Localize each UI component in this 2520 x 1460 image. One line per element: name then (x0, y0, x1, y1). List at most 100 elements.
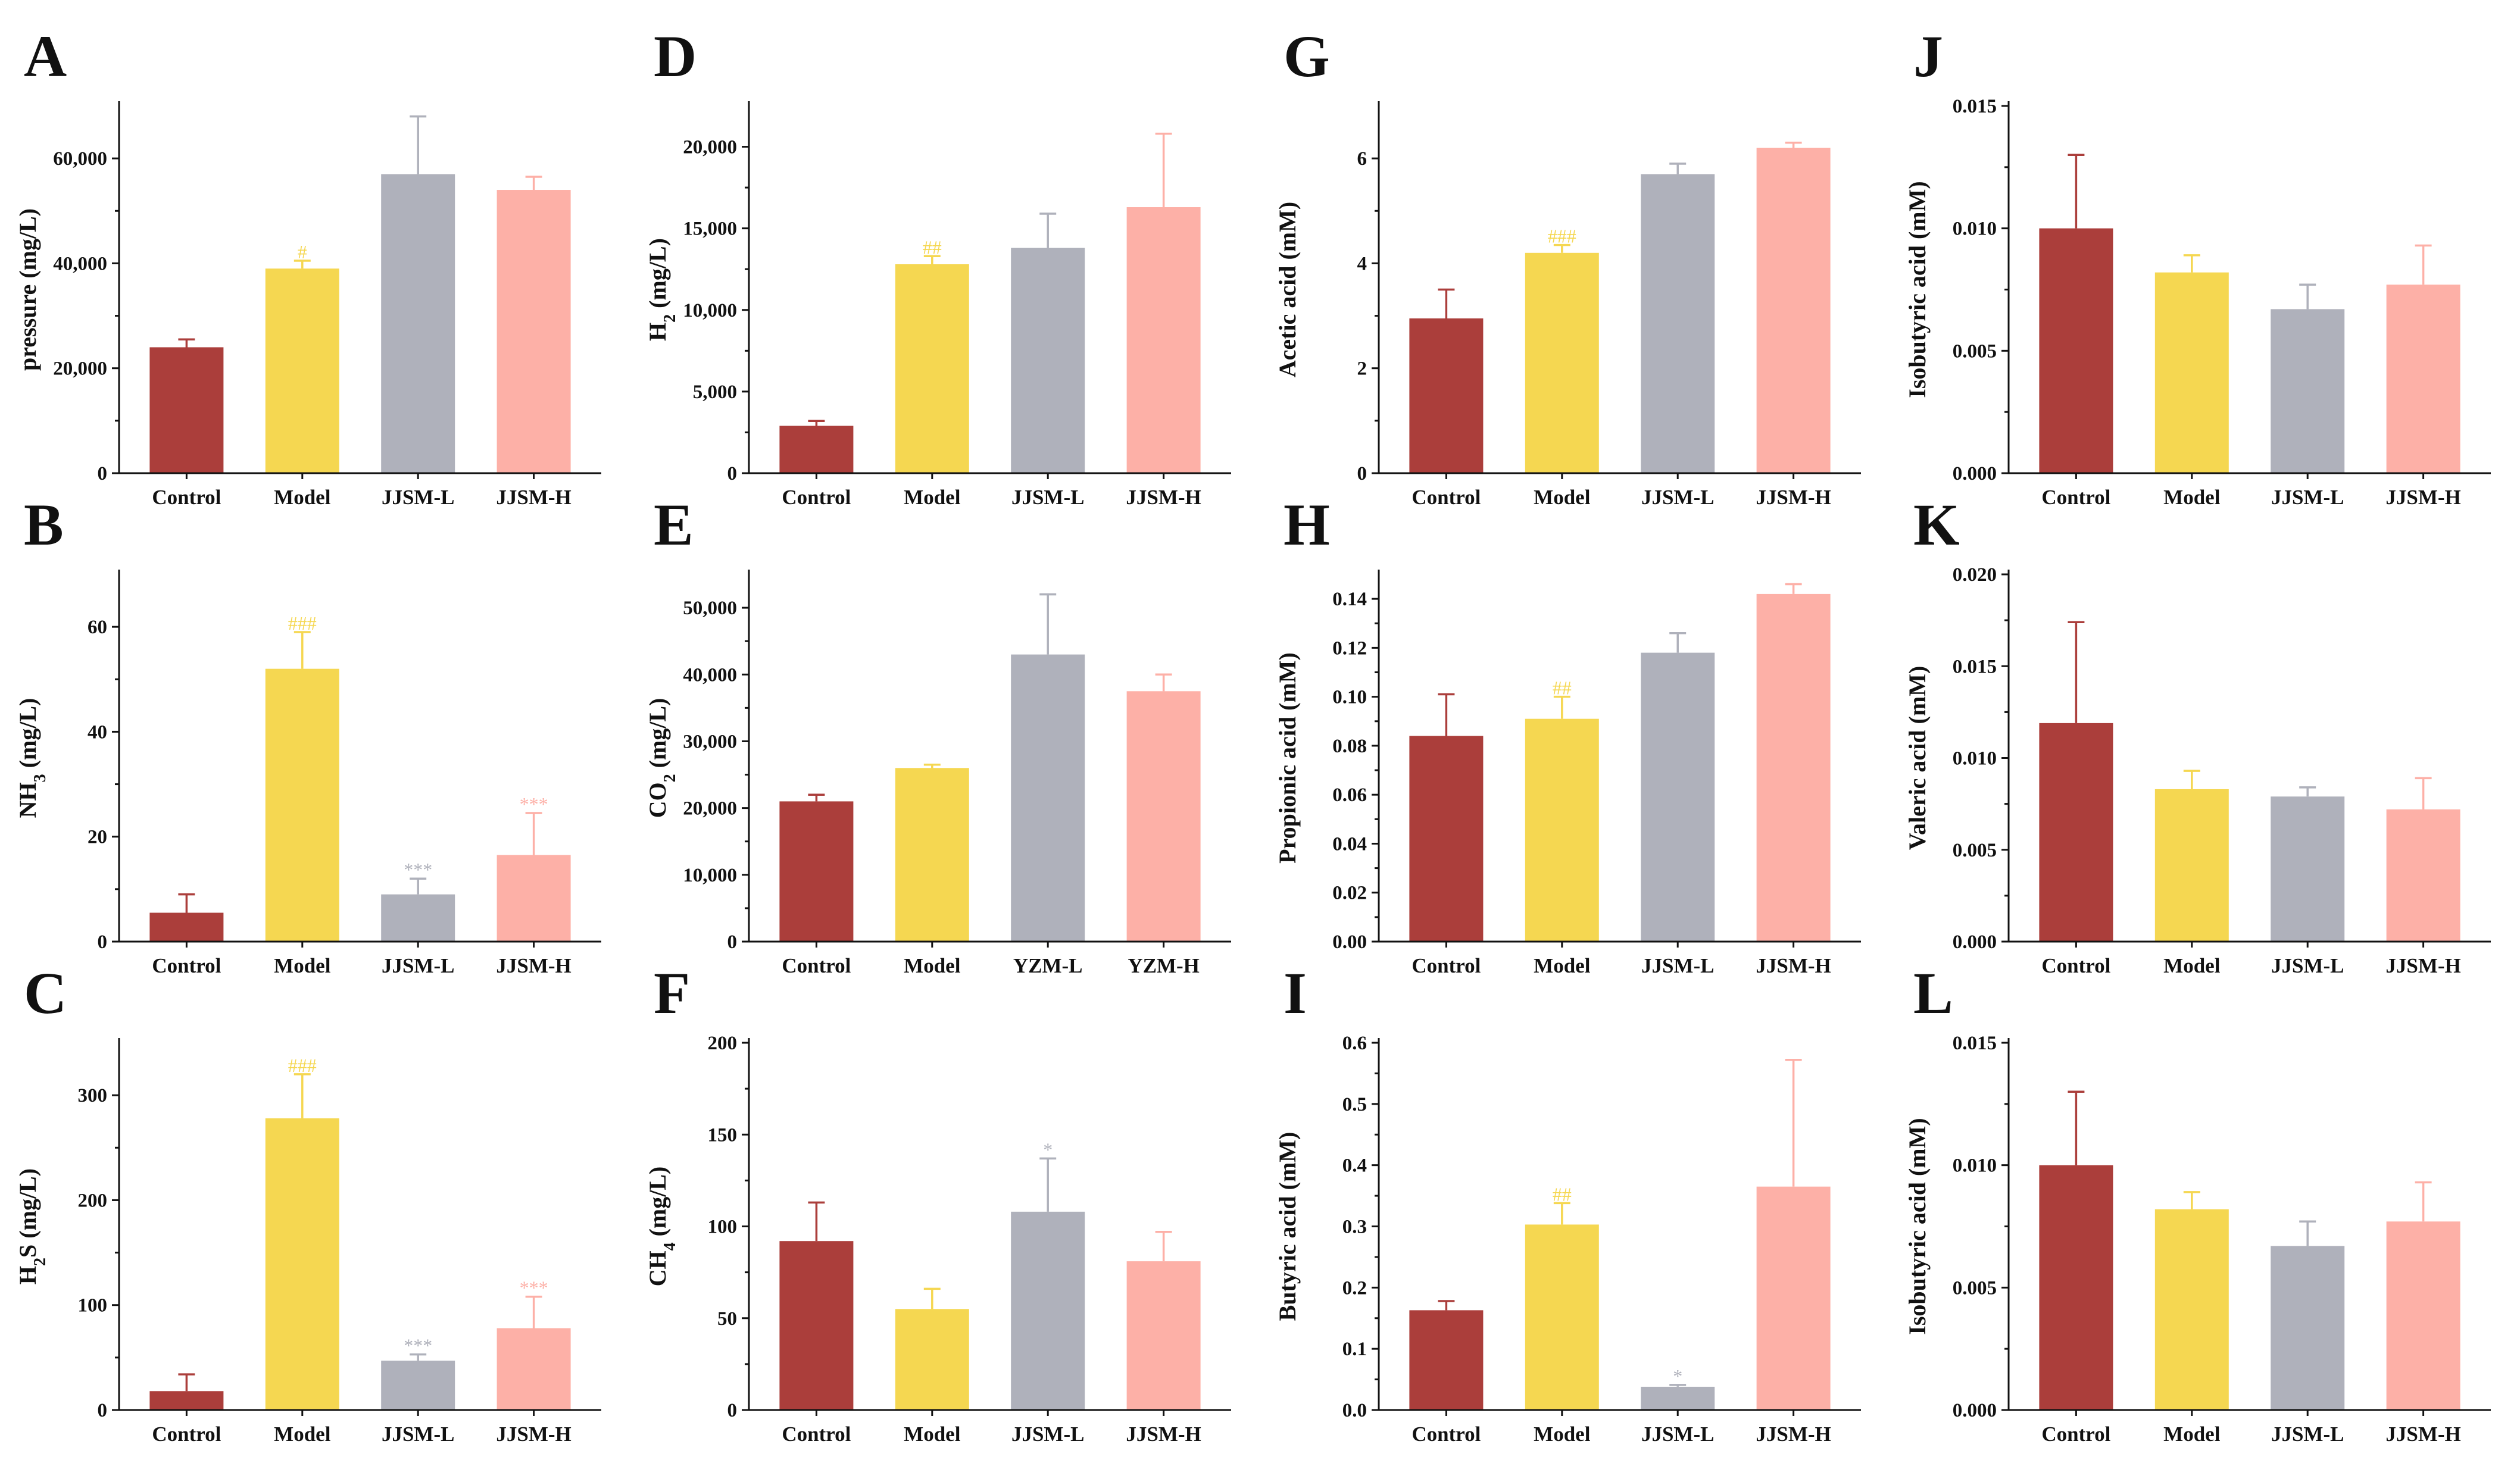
category-label-b-model: Model (274, 954, 331, 977)
y-axis-title-c: H2S (mg/L) (14, 1168, 49, 1284)
y-tick-label-d-2: 10,000 (683, 300, 737, 321)
panel-letter-i: I (1284, 960, 1307, 1026)
category-label-k-control: Control (2041, 954, 2110, 977)
error-bar-g-control (1438, 288, 1455, 318)
error-bar-j-model (2183, 254, 2200, 273)
panel-k: K Control Model JJSM-L JJSM-H 0.000 0.005 0.010… (1904, 492, 2491, 977)
category-label-g-jjsm-h: JJSM-H (1756, 486, 1831, 509)
bar-g-jjsm-l (1641, 174, 1715, 473)
error-bar-h-jjsm-h (1785, 583, 1802, 594)
y-tick-label-j-0: 0.000 (1953, 463, 1997, 484)
panel-letter-b: B (24, 492, 64, 558)
y-tick-label-c-3: 300 (78, 1085, 108, 1106)
bar-j-jjsm-h (2386, 285, 2460, 473)
category-label-l-jjsm-l: JJSM-L (2271, 1423, 2344, 1446)
y-tick-label-b-0: 0 (98, 931, 108, 953)
y-tick-label-k-0: 0.000 (1953, 931, 1997, 953)
bar-l-jjsm-h (2386, 1221, 2460, 1410)
error-bar-b-model (293, 631, 311, 669)
bar-e-control (779, 801, 854, 942)
y-tick-label-c-2: 200 (78, 1190, 108, 1211)
category-label-l-jjsm-h: JJSM-H (2385, 1423, 2460, 1446)
error-bar-i-model (1553, 1202, 1570, 1225)
bar-b-control (149, 912, 224, 942)
error-bar-a-jjsm-h (525, 176, 542, 190)
y-tick-label-k-4: 0.020 (1953, 564, 1997, 586)
category-label-h-control: Control (1412, 954, 1481, 977)
bar-e-yzm-l (1011, 654, 1085, 942)
category-label-j-jjsm-h: JJSM-H (2385, 486, 2460, 509)
bar-e-yzm-h (1126, 691, 1201, 942)
category-label-b-control: Control (152, 954, 221, 977)
bar-i-control (1409, 1310, 1484, 1410)
y-axis-title-d: H2 (mg/L) (644, 238, 679, 341)
panel-a: A Control # Model JJSM-L JJSM-H 0 20,000 40,000 6… (14, 23, 601, 509)
significance-i-jjsm-l: * (1673, 1365, 1682, 1387)
y-tick-label-l-0: 0.000 (1953, 1400, 1997, 1421)
panel-letter-c: C (24, 960, 67, 1026)
y-tick-label-f-2: 100 (708, 1217, 738, 1238)
y-axis-title-i: Butyric acid (mM) (1274, 1132, 1301, 1321)
category-label-d-jjsm-h: JJSM-H (1126, 486, 1201, 509)
panel-d: D Control ## Model JJSM-L JJSM-H 0 5,000 10,000 1… (644, 23, 1231, 509)
y-tick-label-h-2: 0.04 (1332, 833, 1367, 855)
bar-j-control (2039, 228, 2113, 473)
category-label-b-jjsm-h: JJSM-H (496, 954, 571, 977)
panel-letter-d: D (654, 23, 697, 89)
bar-h-control (1409, 736, 1484, 942)
error-bar-e-control (808, 793, 825, 802)
error-bar-g-jjsm-l (1669, 162, 1687, 174)
panel-g: G Control ### Model JJSM-L JJSM-H 0 2 4 6 Acetic a… (1274, 23, 1861, 509)
panel-letter-a: A (24, 23, 67, 89)
error-bar-e-yzm-h (1155, 673, 1172, 692)
significance-h-model: ## (1553, 677, 1572, 699)
significance-c-jjsm-l: *** (404, 1335, 432, 1356)
bar-c-control (149, 1391, 224, 1410)
significance-g-model: ### (1548, 226, 1576, 247)
category-label-j-jjsm-l: JJSM-L (2271, 486, 2344, 509)
error-bar-f-control (808, 1201, 825, 1242)
error-bar-i-jjsm-h (1785, 1059, 1802, 1187)
y-tick-label-b-1: 20 (88, 827, 107, 848)
bar-c-model (265, 1118, 339, 1410)
error-bar-a-jjsm-l (410, 115, 427, 174)
error-bar-k-jjsm-h (2415, 777, 2432, 809)
error-bar-d-jjsm-h (1155, 132, 1172, 208)
y-axis-title-a: pressure (mg/L) (14, 208, 41, 371)
category-label-f-model: Model (904, 1423, 961, 1446)
category-label-d-model: Model (904, 486, 961, 509)
category-label-a-control: Control (152, 486, 221, 509)
bar-a-model (265, 268, 339, 473)
panel-j: J Control Model JJSM-L JJSM-H 0.000 0.005 0.010… (1904, 23, 2491, 509)
category-label-f-control: Control (782, 1423, 851, 1446)
category-label-i-control: Control (1412, 1423, 1481, 1446)
y-tick-label-j-1: 0.005 (1953, 340, 1997, 362)
y-axis-title-b: NH3 (mg/L) (14, 698, 49, 818)
y-tick-label-f-4: 200 (708, 1033, 738, 1054)
y-tick-label-d-3: 15,000 (683, 218, 737, 240)
y-tick-label-k-3: 0.015 (1953, 656, 1997, 677)
y-tick-label-i-1: 0.1 (1342, 1339, 1367, 1360)
panel-l: L Control Model JJSM-L JJSM-H 0.000 0.005 0.010… (1904, 960, 2491, 1446)
y-axis-title-h: Propionic acid (mM) (1274, 652, 1301, 864)
y-tick-label-l-3: 0.015 (1953, 1033, 1997, 1054)
bar-c-jjsm-l (381, 1361, 455, 1410)
bar-d-jjsm-h (1126, 207, 1201, 473)
y-tick-label-i-6: 0.6 (1342, 1033, 1367, 1054)
y-tick-label-h-1: 0.02 (1332, 883, 1367, 904)
y-axis-title-f: CH4 (mg/L) (644, 1167, 679, 1287)
y-axis-title-l: Isobutyric acid (mM) (1904, 1118, 1931, 1334)
bar-g-control (1409, 318, 1484, 473)
error-bar-i-control (1438, 1300, 1455, 1311)
bar-i-jjsm-l (1641, 1386, 1715, 1410)
y-tick-label-b-2: 40 (88, 721, 107, 743)
error-bar-j-control (2068, 154, 2085, 229)
error-bar-l-jjsm-l (2299, 1220, 2316, 1246)
error-bar-l-control (2068, 1090, 2085, 1165)
category-label-k-jjsm-l: JJSM-L (2271, 954, 2344, 977)
y-tick-label-a-1: 20,000 (53, 358, 107, 380)
significance-d-model: ## (923, 236, 942, 258)
error-bar-i-jjsm-l (1669, 1384, 1687, 1387)
category-label-k-model: Model (2163, 954, 2221, 977)
category-label-j-model: Model (2163, 486, 2221, 509)
